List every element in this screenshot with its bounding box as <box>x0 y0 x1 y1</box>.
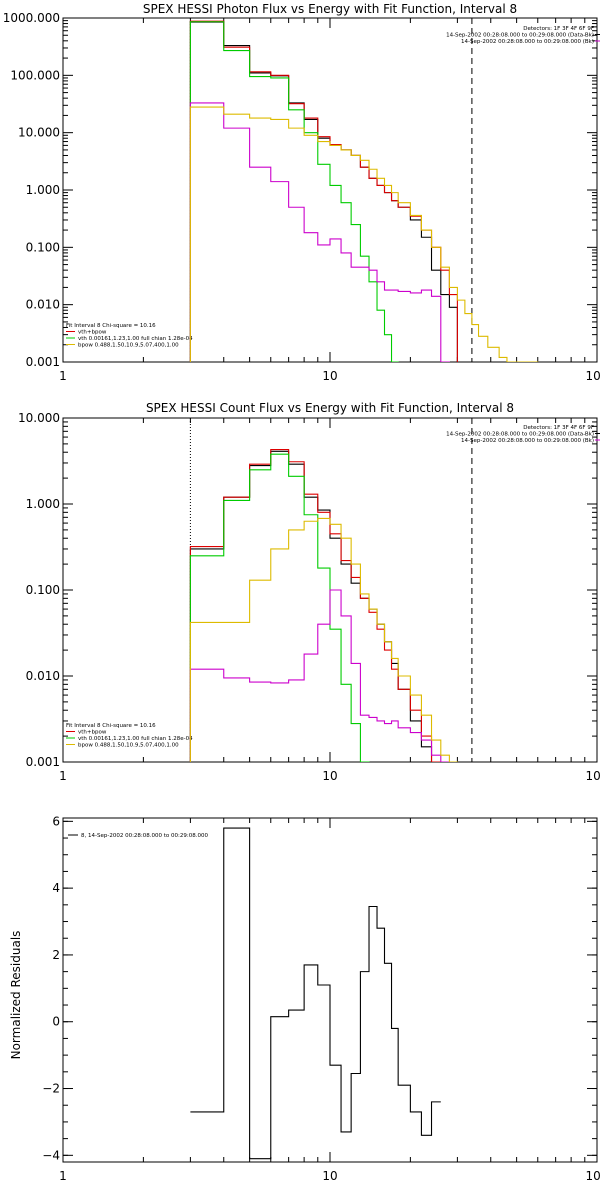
y-tick-label: 0.001 <box>26 355 60 369</box>
y-tick-label: 0.100 <box>26 240 60 254</box>
plot-frame <box>62 17 598 363</box>
y-tick-label: 0.001 <box>26 755 60 769</box>
photon-flux-chart: SPEX HESSI Photon Flux vs Energy with Fi… <box>3 2 600 383</box>
y-tick-label: 0 <box>52 1015 60 1029</box>
series-magenta <box>189 589 450 762</box>
y-tick-label: 6 <box>52 814 60 828</box>
series-green <box>189 21 399 362</box>
fit-info-line: bpow 0.488,1.50,10.9,5.07,400,1.00 <box>78 343 179 349</box>
y-tick-label: −4 <box>42 1148 60 1162</box>
series-black <box>190 827 441 1160</box>
fit-info-line: vth+bpow <box>78 730 107 736</box>
header-line: 14-Sep-2002 00:28:08.000 to 00:29:08.000… <box>446 33 594 39</box>
x-tick-label: 100 <box>586 1169 600 1183</box>
count-flux-chart: SPEX HESSI Count Flux vs Energy with Fit… <box>18 401 600 783</box>
fit-info-line: vth 0.00161,1.23,1.00 full chian 1.28e-0… <box>78 336 193 342</box>
x-tick-label: 100 <box>586 769 600 783</box>
series-yellow <box>189 106 539 362</box>
header-line: Detectors: 1F 3F 4F 6F 9F <box>523 26 594 32</box>
residual-legend: 8, 14-Sep-2002 00:28:08.000 to 00:29:08.… <box>81 833 208 839</box>
y-tick-label: 1000.000 <box>3 11 60 25</box>
header-line: 14-Sep-2002 00:28:08.000 to 00:29:08.000… <box>446 432 594 438</box>
y-tick-label: −2 <box>42 1082 60 1096</box>
x-tick-label: 100 <box>586 369 600 383</box>
y-tick-label: 0.010 <box>26 669 60 683</box>
series-black <box>189 21 458 362</box>
fit-info-line: vth+bpow <box>78 330 107 336</box>
residuals-chart: Normalized Residuals 1 10 100 −4 −2 0 2 4 6 8, 14… <box>9 814 600 1183</box>
x-tick-label: 10 <box>322 369 337 383</box>
y-tick-label: 4 <box>52 881 60 895</box>
y-tick-label: 0.010 <box>26 298 60 312</box>
chart-title: SPEX HESSI Photon Flux vs Energy with Fi… <box>143 2 517 16</box>
x-tick-label: 1 <box>59 1169 67 1183</box>
header-line: 14-Sep-2002 00:28:08.000 to 00:29:08.000… <box>461 39 594 45</box>
y-tick-label: 0.100 <box>26 583 60 597</box>
y-tick-label: 2 <box>52 948 60 962</box>
x-tick-label: 10 <box>322 769 337 783</box>
y-tick-label: 10.000 <box>18 126 60 140</box>
x-tick-label: 1 <box>59 769 67 783</box>
series-yellow <box>189 517 458 762</box>
fit-info-line: bpow 0.488,1.50,10.9,5.07,400,1.00 <box>78 743 179 749</box>
series-magenta <box>189 102 450 362</box>
x-tick-label: 10 <box>322 1169 337 1183</box>
header-line: Detectors: 1F 3F 4F 6F 9F <box>523 425 594 431</box>
series-red <box>189 20 458 362</box>
fit-info-line: Fit Interval 8 Chi-square = 10.16 <box>66 723 156 729</box>
series-black <box>189 450 442 762</box>
chart-title: SPEX HESSI Count Flux vs Energy with Fit… <box>146 401 514 415</box>
series-green <box>189 453 370 762</box>
x-tick-label: 1 <box>59 369 67 383</box>
fit-info-line: Fit Interval 8 Chi-square = 10.16 <box>66 323 156 329</box>
y-tick-label: 1.000 <box>26 497 60 511</box>
fit-info-line: vth 0.00161,1.23,1.00 full chian 1.28e-0… <box>78 736 193 742</box>
header-line: 14-Sep-2002 00:28:08.000 to 00:29:08.000… <box>461 438 594 444</box>
y-tick-label: 1.000 <box>26 183 60 197</box>
y-tick-label: 100.000 <box>10 68 60 82</box>
y-tick-label: 10.000 <box>18 411 60 425</box>
y-axis-label: Normalized Residuals <box>9 931 23 1060</box>
